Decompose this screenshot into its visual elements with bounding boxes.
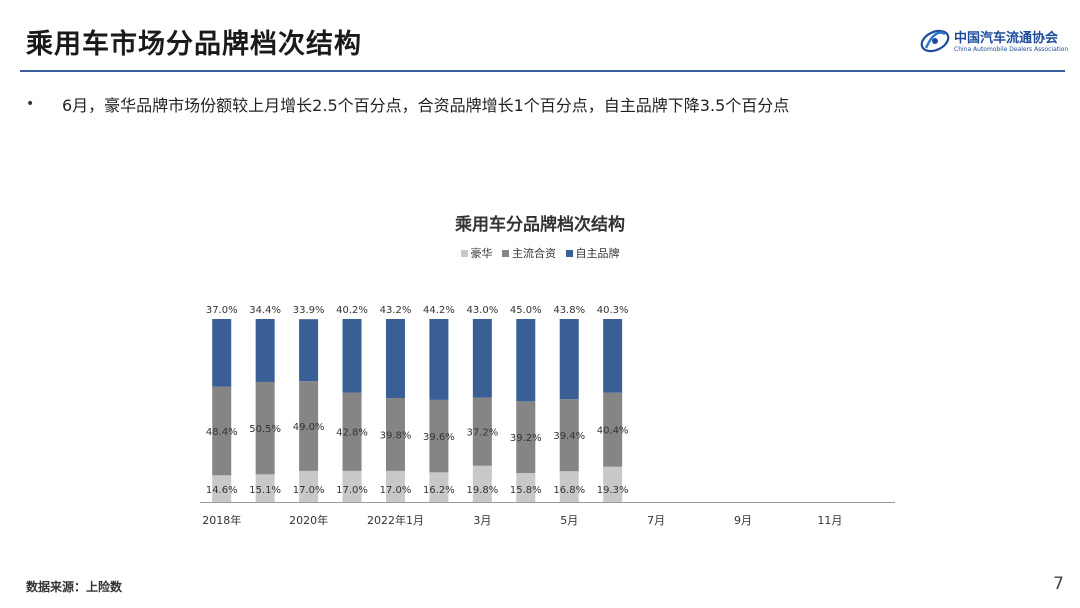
x-tick-label-13: 9月 <box>734 514 752 527</box>
bar-luxury-4 <box>342 470 362 502</box>
bullet-marker: • <box>26 96 35 112</box>
x-tick-label-1: 2018年 <box>202 513 241 527</box>
data-label-mainstream-jv-6: 39.6% <box>423 432 455 443</box>
bar-luxury-6 <box>429 472 449 502</box>
bar-luxury-1 <box>212 475 232 502</box>
x-tick-label-3: 2020年 <box>289 513 328 527</box>
data-label-luxury-9: 16.8% <box>553 485 585 496</box>
bar-luxury-5 <box>385 470 405 502</box>
title-divider <box>20 70 1065 72</box>
data-label-luxury-7: 19.8% <box>466 485 498 496</box>
bar-domestic-2 <box>255 319 275 382</box>
bar-mainstream-jv-3 <box>299 381 319 471</box>
chart-legend: 豪华 主流合资 自主品牌 <box>360 245 720 261</box>
data-label-mainstream-jv-1: 48.4% <box>206 427 238 438</box>
legend-swatch-mainstream-jv <box>502 249 509 257</box>
data-label-mainstream-jv-3: 49.0% <box>293 422 325 433</box>
data-label-luxury-1: 14.6% <box>206 485 238 496</box>
logo-name-en: China Automobile Dealers Association <box>954 46 1069 53</box>
data-label-domestic-1: 37.0% <box>206 305 238 316</box>
data-label-domestic-4: 40.2% <box>336 305 368 316</box>
data-label-domestic-7: 43.0% <box>466 305 498 316</box>
bar-domestic-7 <box>472 319 492 398</box>
bar-luxury-8 <box>516 473 536 502</box>
bar-luxury-2 <box>255 474 275 502</box>
logo-name-cn: 中国汽车流通协会 <box>954 31 1059 46</box>
bullet-text: 6月，豪华品牌市场份额较上月增长2.5个百分点，合资品牌增长1个百分点，自主品牌… <box>62 96 790 115</box>
logo: 中国汽车流通协会 China Automobile Dealers Associ… <box>918 24 1068 60</box>
data-label-luxury-10: 19.3% <box>597 485 629 496</box>
legend-swatch-domestic <box>565 249 573 257</box>
logo-emblem-icon <box>920 29 950 53</box>
bar-domestic-6 <box>429 319 449 400</box>
data-label-domestic-8: 45.0% <box>510 305 542 316</box>
bar-mainstream-jv-2 <box>255 381 275 475</box>
legend-label-luxury: 豪华 <box>470 247 493 260</box>
data-label-domestic-9: 43.8% <box>553 305 585 316</box>
data-label-domestic-5: 43.2% <box>380 305 412 316</box>
bar-domestic-3 <box>299 319 319 382</box>
legend-label-mainstream-jv: 主流合资 <box>512 247 556 260</box>
bar-luxury-3 <box>299 470 319 502</box>
bar-mainstream-jv-7 <box>472 397 492 466</box>
bar-mainstream-jv-6 <box>429 399 449 473</box>
data-label-luxury-4: 17.0% <box>336 485 368 496</box>
data-label-mainstream-jv-8: 39.2% <box>510 433 542 444</box>
data-label-luxury-2: 15.1% <box>249 485 281 496</box>
data-source: 数据来源：上险数 <box>26 580 123 594</box>
bar-domestic-4 <box>342 319 362 393</box>
x-tick-label-7: 3月 <box>473 514 491 527</box>
data-label-domestic-2: 34.4% <box>249 305 281 316</box>
data-label-mainstream-jv-9: 39.4% <box>553 431 585 442</box>
data-label-luxury-5: 17.0% <box>380 485 412 496</box>
bar-domestic-10 <box>603 319 623 393</box>
data-label-luxury-6: 16.2% <box>423 485 455 496</box>
data-label-luxury-3: 17.0% <box>293 485 325 496</box>
legend-item-luxury: 豪华 <box>460 245 493 261</box>
bar-mainstream-jv-1 <box>212 386 232 476</box>
legend-label-domestic: 自主品牌 <box>575 247 620 260</box>
page-number: 7 <box>1053 574 1064 594</box>
bar-mainstream-jv-8 <box>516 401 536 474</box>
bar-domestic-8 <box>516 319 536 402</box>
data-label-mainstream-jv-5: 39.8% <box>380 430 412 441</box>
x-tick-label-11: 7月 <box>647 514 665 527</box>
bar-mainstream-jv-4 <box>342 392 362 471</box>
x-tick-label-15: 11月 <box>817 514 842 527</box>
data-label-mainstream-jv-10: 40.4% <box>597 426 629 437</box>
bar-mainstream-jv-10 <box>603 392 623 467</box>
bar-luxury-9 <box>559 471 579 502</box>
chart-title: 乘用车分品牌档次结构 <box>455 215 625 235</box>
bar-mainstream-jv-5 <box>385 398 405 471</box>
data-label-domestic-10: 40.3% <box>597 305 629 316</box>
data-label-mainstream-jv-2: 50.5% <box>249 424 281 435</box>
data-label-domestic-6: 44.2% <box>423 305 455 316</box>
data-label-domestic-3: 33.9% <box>293 305 325 316</box>
bar-domestic-9 <box>559 319 579 400</box>
legend-swatch-luxury <box>460 249 468 257</box>
legend-item-domestic: 自主品牌 <box>565 245 620 261</box>
x-tick-label-9: 5月 <box>560 514 578 527</box>
bar-domestic-5 <box>385 319 405 399</box>
legend-item-mainstream-jv: 主流合资 <box>502 245 556 261</box>
data-label-mainstream-jv-7: 37.2% <box>466 428 498 439</box>
bar-domestic-1 <box>212 319 232 387</box>
bar-luxury-10 <box>603 466 623 502</box>
x-tick-label-5: 2022年1月 <box>367 513 424 527</box>
slide-title: 乘用车市场分品牌档次结构 <box>26 29 362 60</box>
bar-luxury-7 <box>472 465 492 502</box>
data-label-luxury-8: 15.8% <box>510 485 542 496</box>
data-label-mainstream-jv-4: 42.8% <box>336 428 368 439</box>
bar-mainstream-jv-9 <box>559 399 579 472</box>
